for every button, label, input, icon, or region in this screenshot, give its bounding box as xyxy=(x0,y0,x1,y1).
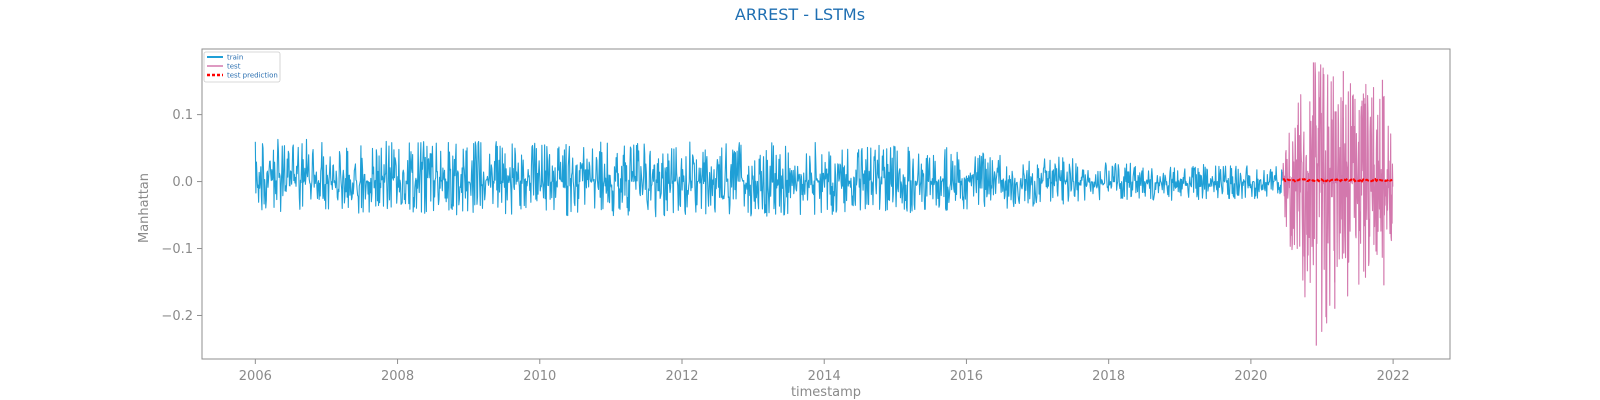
x-tick-label: 2010 xyxy=(523,369,556,384)
series-test-prediction-line xyxy=(1282,177,1393,184)
x-axis-ticks: 2006 2008 2010 2012 2014 2016 2018 2020 2022 xyxy=(239,359,1410,384)
x-tick-label: 2020 xyxy=(1234,369,1267,384)
y-tick-label: −0.2 xyxy=(161,309,193,324)
x-tick-label: 2022 xyxy=(1377,369,1410,384)
series-test-line xyxy=(1282,62,1394,332)
x-tick-label: 2012 xyxy=(665,369,698,384)
legend-label-test: test xyxy=(227,63,241,71)
plot-frame xyxy=(201,48,1451,360)
series-train-line xyxy=(254,138,1284,218)
y-tick-label: −0.1 xyxy=(161,242,193,257)
x-tick-label: 2008 xyxy=(381,369,414,384)
legend-label-test-prediction: test prediction xyxy=(227,72,278,80)
x-axis-label: timestamp xyxy=(791,385,861,400)
y-tick-label: 0.0 xyxy=(172,175,193,190)
x-tick-label: 2006 xyxy=(239,369,272,384)
x-tick-label: 2018 xyxy=(1092,369,1125,384)
chart-title: ARREST - LSTMs xyxy=(735,5,865,24)
y-axis-ticks: 0.1 0.0 −0.1 −0.2 xyxy=(161,108,202,324)
x-tick-label: 2014 xyxy=(808,369,841,384)
series-layer xyxy=(254,62,1394,346)
legend-label-train: train xyxy=(227,54,243,62)
legend: train test test prediction xyxy=(203,51,281,83)
x-tick-label: 2016 xyxy=(950,369,983,384)
y-axis-label: Manhattan xyxy=(137,173,152,243)
y-tick-label: 0.1 xyxy=(172,108,193,123)
